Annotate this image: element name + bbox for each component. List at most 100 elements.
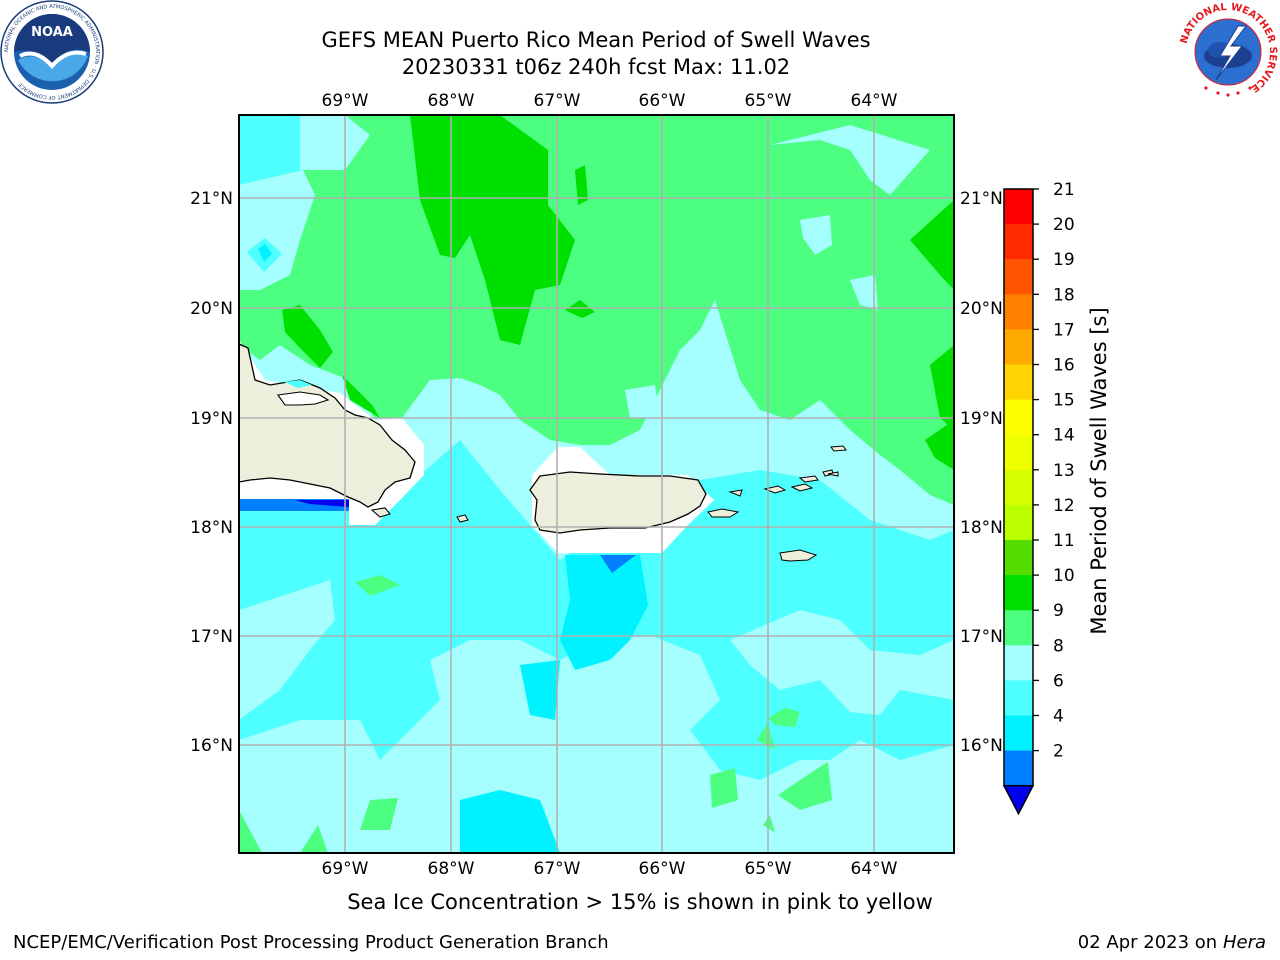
colorbar-segment <box>1004 259 1033 295</box>
colorbar-tick-label: 15 <box>1053 391 1075 411</box>
colorbar-segment <box>1004 645 1033 681</box>
footer-date-text: 02 Apr 2023 on <box>1077 932 1223 953</box>
colorbar-segment <box>1004 364 1033 401</box>
hispaniola-land <box>239 343 416 508</box>
colorbar-segment <box>1004 610 1033 646</box>
noaa-center-text: NOAA <box>31 25 73 40</box>
tortola-island <box>798 475 819 483</box>
period-fill-6-7-bottom <box>460 790 560 853</box>
st-croix-island <box>779 549 818 562</box>
period-fill-8-9-spot-c <box>625 385 660 418</box>
colorbar-label: Mean Period of Swell Waves [s] <box>1087 307 1111 634</box>
lon-label-top-64w: 64°W <box>851 91 898 111</box>
bay-water <box>284 380 312 388</box>
lat-label-right-17n: 17°N <box>960 627 1003 647</box>
colorbar-tick-label: 8 <box>1053 636 1064 656</box>
colorbar-tick-label: 11 <box>1053 531 1075 551</box>
colorbar-segment <box>1004 715 1033 752</box>
lon-label-bottom-69w: 69°W <box>322 859 369 879</box>
lat-label-left-16n: 16°N <box>190 736 233 756</box>
period-fill-4-6-south-pr <box>600 555 636 573</box>
period-fill-10-11-east-a <box>910 200 954 290</box>
lat-label-right-18n: 18°N <box>960 518 1003 538</box>
period-fill-9-10-blob-i <box>763 815 775 833</box>
colorbar-tick-label: 9 <box>1053 601 1064 621</box>
colorbar: 21 20 19 18 17 16 15 14 13 12 11 10 9 8 6 4 2 <box>1002 180 1075 816</box>
st-john-island <box>790 483 814 492</box>
colorbar-segment <box>1004 504 1033 541</box>
lat-label-right-21n: 21°N <box>960 189 1003 209</box>
isla-saona <box>370 507 391 518</box>
lat-label-left-18n: 18°N <box>190 518 233 538</box>
period-fill-6-7-spot <box>258 244 272 262</box>
period-fill-9-10-blob-f <box>360 798 398 830</box>
period-fill-9-10 <box>239 115 954 505</box>
lon-label-top-66w: 66°W <box>639 91 686 111</box>
footer-host: Hera <box>1222 932 1266 953</box>
lon-label-top-65w: 65°W <box>745 91 792 111</box>
period-fill-8-9-sw <box>239 580 335 720</box>
colorbar-tick-label: 14 <box>1053 426 1075 446</box>
lon-label-bottom-65w: 65°W <box>745 859 792 879</box>
lon-label-bottom-66w: 66°W <box>639 859 686 879</box>
lon-label-top-67w: 67°W <box>534 91 581 111</box>
period-fill-10-11-sliver <box>342 375 380 418</box>
noaa-logo: NATIONAL OCEANIC AND ATMOSPHERIC ADMINIS… <box>0 0 104 104</box>
period-fill-10-11-west <box>282 305 333 368</box>
lat-label-left-20n: 20°N <box>190 299 233 319</box>
mona-island <box>456 514 469 523</box>
map-title: GEFS MEAN Puerto Rico Mean Period of Swe… <box>321 28 871 52</box>
hispaniola-bay <box>277 391 330 406</box>
period-fill-10-11-east-b <box>930 345 954 430</box>
period-fill-9-10-blob-c <box>757 722 775 750</box>
st-thomas-island <box>763 485 787 494</box>
period-fill-7-8-nw <box>239 115 303 185</box>
colorbar-tick-label: 18 <box>1053 285 1075 305</box>
colorbar-tick-label: 2 <box>1053 742 1064 762</box>
colorbar-tick-label: 12 <box>1053 496 1075 516</box>
colorbar-segment <box>1004 750 1033 787</box>
colorbar-tick-label: 17 <box>1053 320 1075 340</box>
period-fill-10-11-blob <box>565 300 595 318</box>
lon-label-bottom-68w: 68°W <box>428 859 475 879</box>
nws-logo: NATIONAL WEATHER SERVICE <box>1178 2 1278 102</box>
colorbar-segment <box>1004 189 1033 225</box>
colorbar-frame <box>1003 188 1034 787</box>
colorbar-segment <box>1004 399 1033 436</box>
colorbar-tick-label: 6 <box>1053 671 1064 691</box>
lon-label-top-69w: 69°W <box>322 91 369 111</box>
vieques-island <box>707 508 740 518</box>
period-fill-9-10-blob-d <box>710 768 738 808</box>
period-fill-10-11-streak <box>575 165 588 205</box>
footer-branch: NCEP/EMC/Verification Post Processing Pr… <box>13 932 609 953</box>
map-frame <box>238 114 955 854</box>
lat-label-left-21n: 21°N <box>190 189 233 209</box>
footer-date: 02 Apr 2023 on Hera <box>1078 932 1266 953</box>
colorbar-segment <box>1004 680 1033 716</box>
colorbar-segment <box>1004 575 1033 611</box>
period-fill-8-9-ne <box>770 125 930 195</box>
period-fill-8-9-nw <box>300 115 370 170</box>
period-fill-9-10-blob-a <box>355 575 400 596</box>
period-fill-under-2-band <box>295 500 349 507</box>
lon-label-top-68w: 68°W <box>428 91 475 111</box>
colorbar-segment <box>1004 224 1033 260</box>
map-subtitle: 20230331 t06z 240h fcst Max: 11.02 <box>401 55 791 79</box>
lat-label-right-16n: 16°N <box>960 736 1003 756</box>
period-fill-6-7-south-pr <box>560 555 648 670</box>
lon-label-bottom-64w: 64°W <box>851 859 898 879</box>
period-fill-9-10-blob-b <box>768 708 800 727</box>
colorbar-segment <box>1004 294 1033 330</box>
lat-label-right-19n: 19°N <box>960 409 1003 429</box>
period-fill-8-9-spot-a <box>800 215 832 255</box>
caption: Sea Ice Concentration > 15% is shown in … <box>347 890 933 914</box>
period-fill-9-10-blob-g <box>239 810 262 853</box>
swell-period-field <box>239 115 954 853</box>
colorbar-tick-label: 13 <box>1053 461 1075 481</box>
colorbar-tick-label: 4 <box>1053 707 1064 727</box>
colorbar-segment <box>1004 469 1033 506</box>
colorbar-under-arrow <box>1002 784 1035 816</box>
colorbar-segment <box>1004 329 1033 365</box>
sombrero-island <box>827 471 839 477</box>
